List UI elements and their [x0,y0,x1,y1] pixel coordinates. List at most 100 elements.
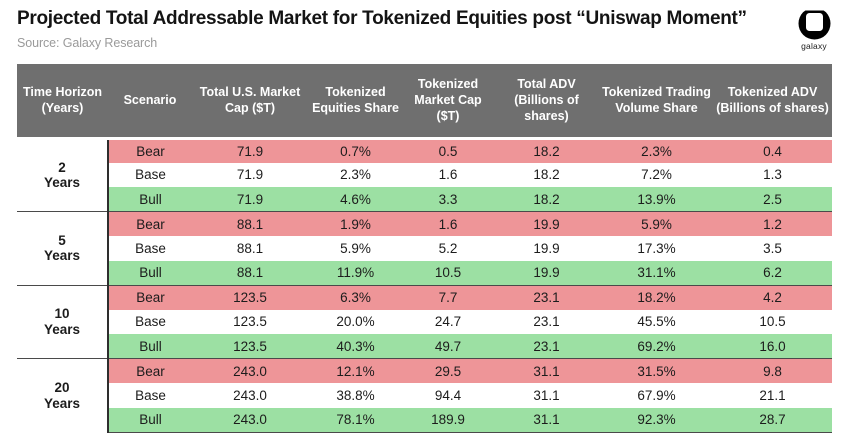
value-cell: 21.1 [713,383,832,408]
value-cell: 10.5 [403,260,493,286]
scenario-cell: Base [108,236,192,261]
table-row: Base 71.9 2.3% 1.6 18.2 7.2% 1.3 [17,162,832,187]
table-row: Base 88.1 5.9% 5.2 19.9 17.3% 3.5 [17,236,832,261]
value-cell: 31.1 [493,383,600,408]
value-cell: 20.0% [308,309,403,334]
value-cell: 123.5 [192,284,308,310]
scenario-cell: Base [108,309,192,334]
table-row: 5 Years Bear 88.1 1.9% 1.6 19.9 5.9% 1.2 [17,211,832,286]
value-cell: 4.2 [713,284,832,310]
value-cell: 88.1 [192,211,308,236]
value-cell: 7.7 [403,284,493,310]
value-cell: 29.5 [403,358,493,383]
value-cell: 0.5 [403,137,493,163]
time-horizon-cell: 5 Years [17,211,109,286]
source-caption: Source: Galaxy Research [17,36,158,50]
table-row: 2 Years Bear 71.9 0.7% 0.5 18.2 2.3% 0.4 [17,137,832,212]
value-cell: 4.6% [308,187,403,212]
value-cell: 9.8 [713,358,832,383]
column-header: Tokenized Equities Share [308,64,403,140]
value-cell: 243.0 [192,383,308,408]
value-cell: 23.1 [493,284,600,310]
value-cell: 1.6 [403,162,493,187]
column-header: Total ADV (Billions of shares) [493,64,600,140]
value-cell: 40.3% [308,334,403,359]
value-cell: 45.5% [600,309,713,334]
column-header: Tokenized ADV (Billions of shares) [713,64,832,140]
value-cell: 2.5 [713,187,832,212]
value-cell: 19.9 [493,236,600,261]
table-row: Bull 71.9 4.6% 3.3 18.2 13.9% 2.5 [17,187,832,212]
table-row: Bull 243.0 78.1% 189.9 31.1 92.3% 28.7 [17,407,832,433]
value-cell: 5.2 [403,236,493,261]
value-cell: 243.0 [192,358,308,383]
value-cell: 49.7 [403,334,493,359]
column-header: Scenario [108,64,192,140]
value-cell: 71.9 [192,162,308,187]
scenario-cell: Bull [108,334,192,359]
table-row: Base 123.5 20.0% 24.7 23.1 45.5% 10.5 [17,309,832,334]
value-cell: 17.3% [600,236,713,261]
value-cell: 10.5 [713,309,832,334]
galaxy-logo-icon [795,5,833,40]
value-cell: 2.3% [600,137,713,163]
scenario-cell: Base [108,162,192,187]
value-cell: 3.5 [713,236,832,261]
value-cell: 1.6 [403,211,493,236]
value-cell: 2.3% [308,162,403,187]
column-header: Total U.S. Market Cap ($T) [192,64,308,140]
table-body: 2 Years Bear 71.9 0.7% 0.5 18.2 2.3% 0.4 Base 71.9… [17,137,832,433]
value-cell: 92.3% [600,407,713,433]
value-cell: 5.9% [308,236,403,261]
value-cell: 19.9 [493,211,600,236]
value-cell: 88.1 [192,236,308,261]
value-cell: 31.1% [600,260,713,286]
value-cell: 23.1 [493,309,600,334]
value-cell: 28.7 [713,407,832,433]
value-cell: 7.2% [600,162,713,187]
value-cell: 71.9 [192,187,308,212]
value-cell: 243.0 [192,407,308,433]
value-cell: 67.9% [600,383,713,408]
scenario-cell: Bull [108,407,192,433]
value-cell: 1.9% [308,211,403,236]
value-cell: 16.0 [713,334,832,359]
value-cell: 123.5 [192,334,308,359]
value-cell: 31.1 [493,358,600,383]
value-cell: 3.3 [403,187,493,212]
value-cell: 6.3% [308,284,403,310]
table-header-row: Time Horizon (Years) Scenario Total U.S. M… [17,64,832,140]
table-row: Base 243.0 38.8% 94.4 31.1 67.9% 21.1 [17,383,832,408]
time-horizon-cell: 2 Years [17,138,109,212]
value-cell: 5.9% [600,211,713,236]
time-horizon-cell: 10 Years [17,285,109,359]
value-cell: 69.2% [600,334,713,359]
value-cell: 19.9 [493,260,600,286]
value-cell: 1.3 [713,162,832,187]
value-cell: 18.2 [493,187,600,212]
column-header: Time Horizon (Years) [17,64,108,140]
figure-title: Projected Total Addressable Market for T… [17,8,747,29]
value-cell: 11.9% [308,260,403,286]
value-cell: 12.1% [308,358,403,383]
value-cell: 88.1 [192,260,308,286]
value-cell: 0.7% [308,137,403,163]
value-cell: 31.5% [600,358,713,383]
table-row: 20 Years Bear 243.0 12.1% 29.5 31.1 31.5% 9.8 [17,358,832,432]
value-cell: 31.1 [493,407,600,433]
value-cell: 78.1% [308,407,403,433]
galaxy-wordmark: galaxy [801,41,827,51]
scenario-cell: Base [108,383,192,408]
table-row: 10 Years Bear 123.5 6.3% 7.7 23.1 18.2% 4.2 [17,284,832,359]
value-cell: 94.4 [403,383,493,408]
value-cell: 189.9 [403,407,493,433]
value-cell: 13.9% [600,187,713,212]
value-cell: 0.4 [713,137,832,163]
table-row: Bull 88.1 11.9% 10.5 19.9 31.1% 6.2 [17,260,832,286]
value-cell: 1.2 [713,211,832,236]
scenario-cell: Bull [108,260,192,286]
value-cell: 71.9 [192,137,308,163]
value-cell: 18.2 [493,162,600,187]
value-cell: 38.8% [308,383,403,408]
